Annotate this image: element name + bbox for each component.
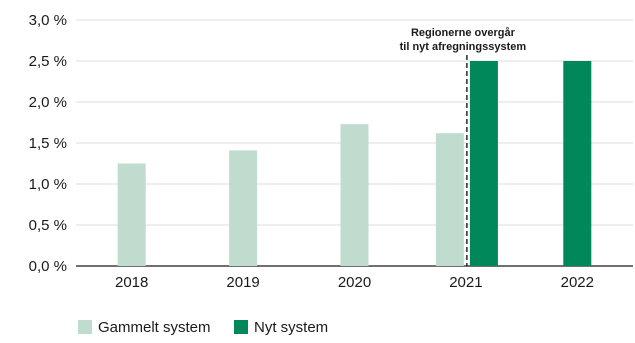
legend-swatch-nyt-system [234, 320, 248, 334]
y-axis-ticks: 0,0 % 0,5 % 1,0 % 1,5 % 2,0 % 2,5 % 3,0 % [29, 12, 67, 275]
annotation-label-line-2: til nyt afregningssystem [400, 41, 527, 53]
bar-gammelt-system-2019 [229, 150, 258, 266]
x-tick-label: 2019 [226, 274, 259, 291]
y-tick-label: 0,5 % [29, 217, 67, 234]
y-tick-label: 1,5 % [29, 135, 67, 152]
x-axis-ticks: 2018 2019 2020 2021 2022 [115, 274, 594, 291]
y-tick-label: 1,0 % [29, 176, 67, 193]
y-tick-label: 3,0 % [29, 12, 67, 29]
bar-nyt-system-2021 [469, 61, 498, 266]
x-tick-label: 2021 [449, 274, 482, 291]
bar-gammelt-system-2021 [435, 133, 464, 266]
x-tick-label: 2022 [561, 274, 594, 291]
gridlines [76, 19, 633, 267]
y-tick-label: 0,0 % [29, 258, 67, 275]
annotation-label-line-1: Regionerne overgår [411, 27, 516, 39]
bars [117, 61, 592, 266]
x-tick-label: 2018 [115, 274, 148, 291]
annotation: Regionerne overgår til nyt afregningssys… [400, 27, 527, 266]
bar-gammelt-system-2018 [117, 163, 146, 266]
legend-label-nyt-system: Nyt system [254, 319, 328, 336]
legend-label-gammelt-system: Gammelt system [98, 319, 211, 336]
x-tick-label: 2020 [338, 274, 371, 291]
y-tick-label: 2,5 % [29, 53, 67, 70]
y-tick-label: 2,0 % [29, 94, 67, 111]
bar-gammelt-system-2020 [340, 124, 369, 266]
legend-swatch-gammelt-system [78, 320, 92, 334]
legend: Gammelt system Nyt system [78, 319, 328, 336]
bar-nyt-system-2022 [563, 61, 592, 266]
